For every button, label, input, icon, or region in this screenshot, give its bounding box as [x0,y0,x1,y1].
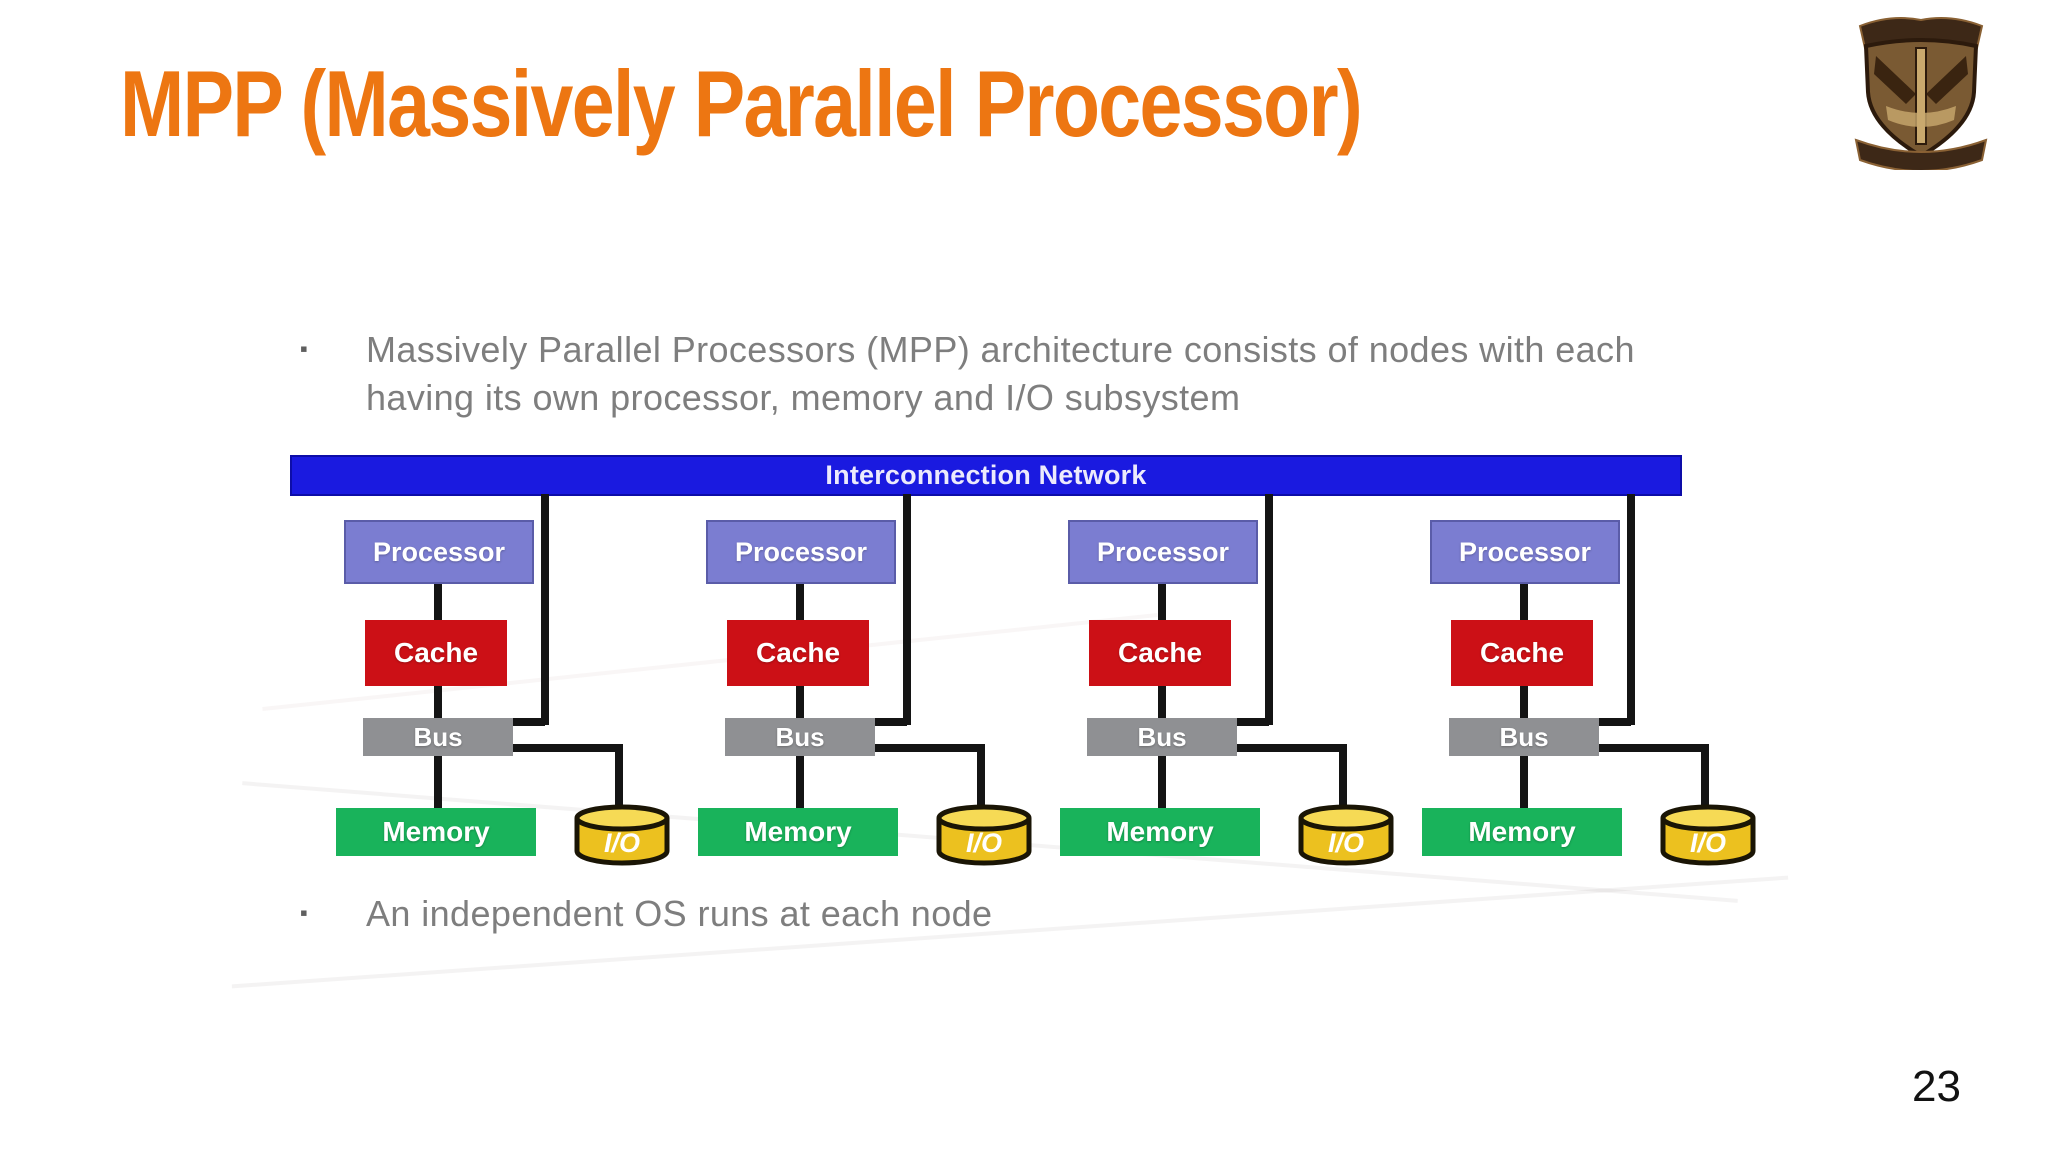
connector-line [1158,686,1166,720]
interconnection-network-label: Interconnection Network [825,460,1147,490]
bullet-text: An independent OS runs at each node [366,893,993,934]
io-label: I/O [604,828,640,858]
mpp-node: Processor Cache Bus Memory I/O [1422,494,1774,880]
connector-line [1520,754,1528,810]
io-label: I/O [1690,828,1726,858]
io-connector-line [1701,744,1709,810]
bus-box: Bus [1087,718,1237,756]
io-connector-line [977,744,985,810]
processor-box: Processor [1068,520,1258,584]
mpp-node: Processor Cache Bus Memory I/O [336,494,688,880]
connector-line [1520,686,1528,720]
network-connector-line [903,494,911,725]
memory-box: Memory [698,808,898,856]
network-connector-line [513,718,545,726]
io-label: I/O [1328,828,1364,858]
io-connector-line [1339,744,1347,810]
io-cylinder: I/O [936,804,1032,866]
connector-line [796,584,804,622]
cache-box: Cache [1089,620,1231,686]
mpp-node: Processor Cache Bus Memory I/O [698,494,1050,880]
bus-box: Bus [725,718,875,756]
connector-line [434,686,442,720]
page-title: MPP (Massively Parallel Processor) [120,51,1363,156]
io-connector-line [513,744,623,752]
io-connector-line [1237,744,1347,752]
processor-box: Processor [344,520,534,584]
bullet-item: ▪ Massively Parallel Processors (MPP) ar… [300,326,1700,421]
io-cylinder: I/O [574,804,670,866]
memory-box: Memory [1422,808,1622,856]
connector-line [434,584,442,622]
page-number: 23 [1912,1062,1961,1111]
io-cylinder: I/O [1660,804,1756,866]
connector-line [796,686,804,720]
memory-box: Memory [336,808,536,856]
connector-line [796,754,804,810]
cache-box: Cache [365,620,507,686]
network-connector-line [1265,494,1273,725]
bus-box: Bus [1449,718,1599,756]
connector-line [434,754,442,810]
network-connector-line [875,718,907,726]
connector-line [1158,754,1166,810]
connector-line [1520,584,1528,622]
network-connector-line [541,494,549,725]
io-connector-line [875,744,985,752]
bus-box: Bus [363,718,513,756]
network-connector-line [1627,494,1635,725]
network-connector-line [1237,718,1269,726]
processor-box: Processor [706,520,896,584]
io-cylinder: I/O [1298,804,1394,866]
bullet-marker: ▪ [300,900,309,925]
connector-line [1158,584,1166,622]
bullet-item: ▪ An independent OS runs at each node [300,890,1500,938]
io-connector-line [615,744,623,810]
mpp-node: Processor Cache Bus Memory I/O [1060,494,1412,880]
processor-box: Processor [1430,520,1620,584]
interconnection-network-bar: Interconnection Network [290,455,1682,496]
io-connector-line [1599,744,1709,752]
bullet-text: Massively Parallel Processors (MPP) arch… [366,329,1635,418]
cache-box: Cache [727,620,869,686]
bullet-marker: ▪ [300,336,309,361]
university-crest-icon [1854,17,1988,170]
network-connector-line [1599,718,1631,726]
cache-box: Cache [1451,620,1593,686]
memory-box: Memory [1060,808,1260,856]
io-label: I/O [966,828,1002,858]
